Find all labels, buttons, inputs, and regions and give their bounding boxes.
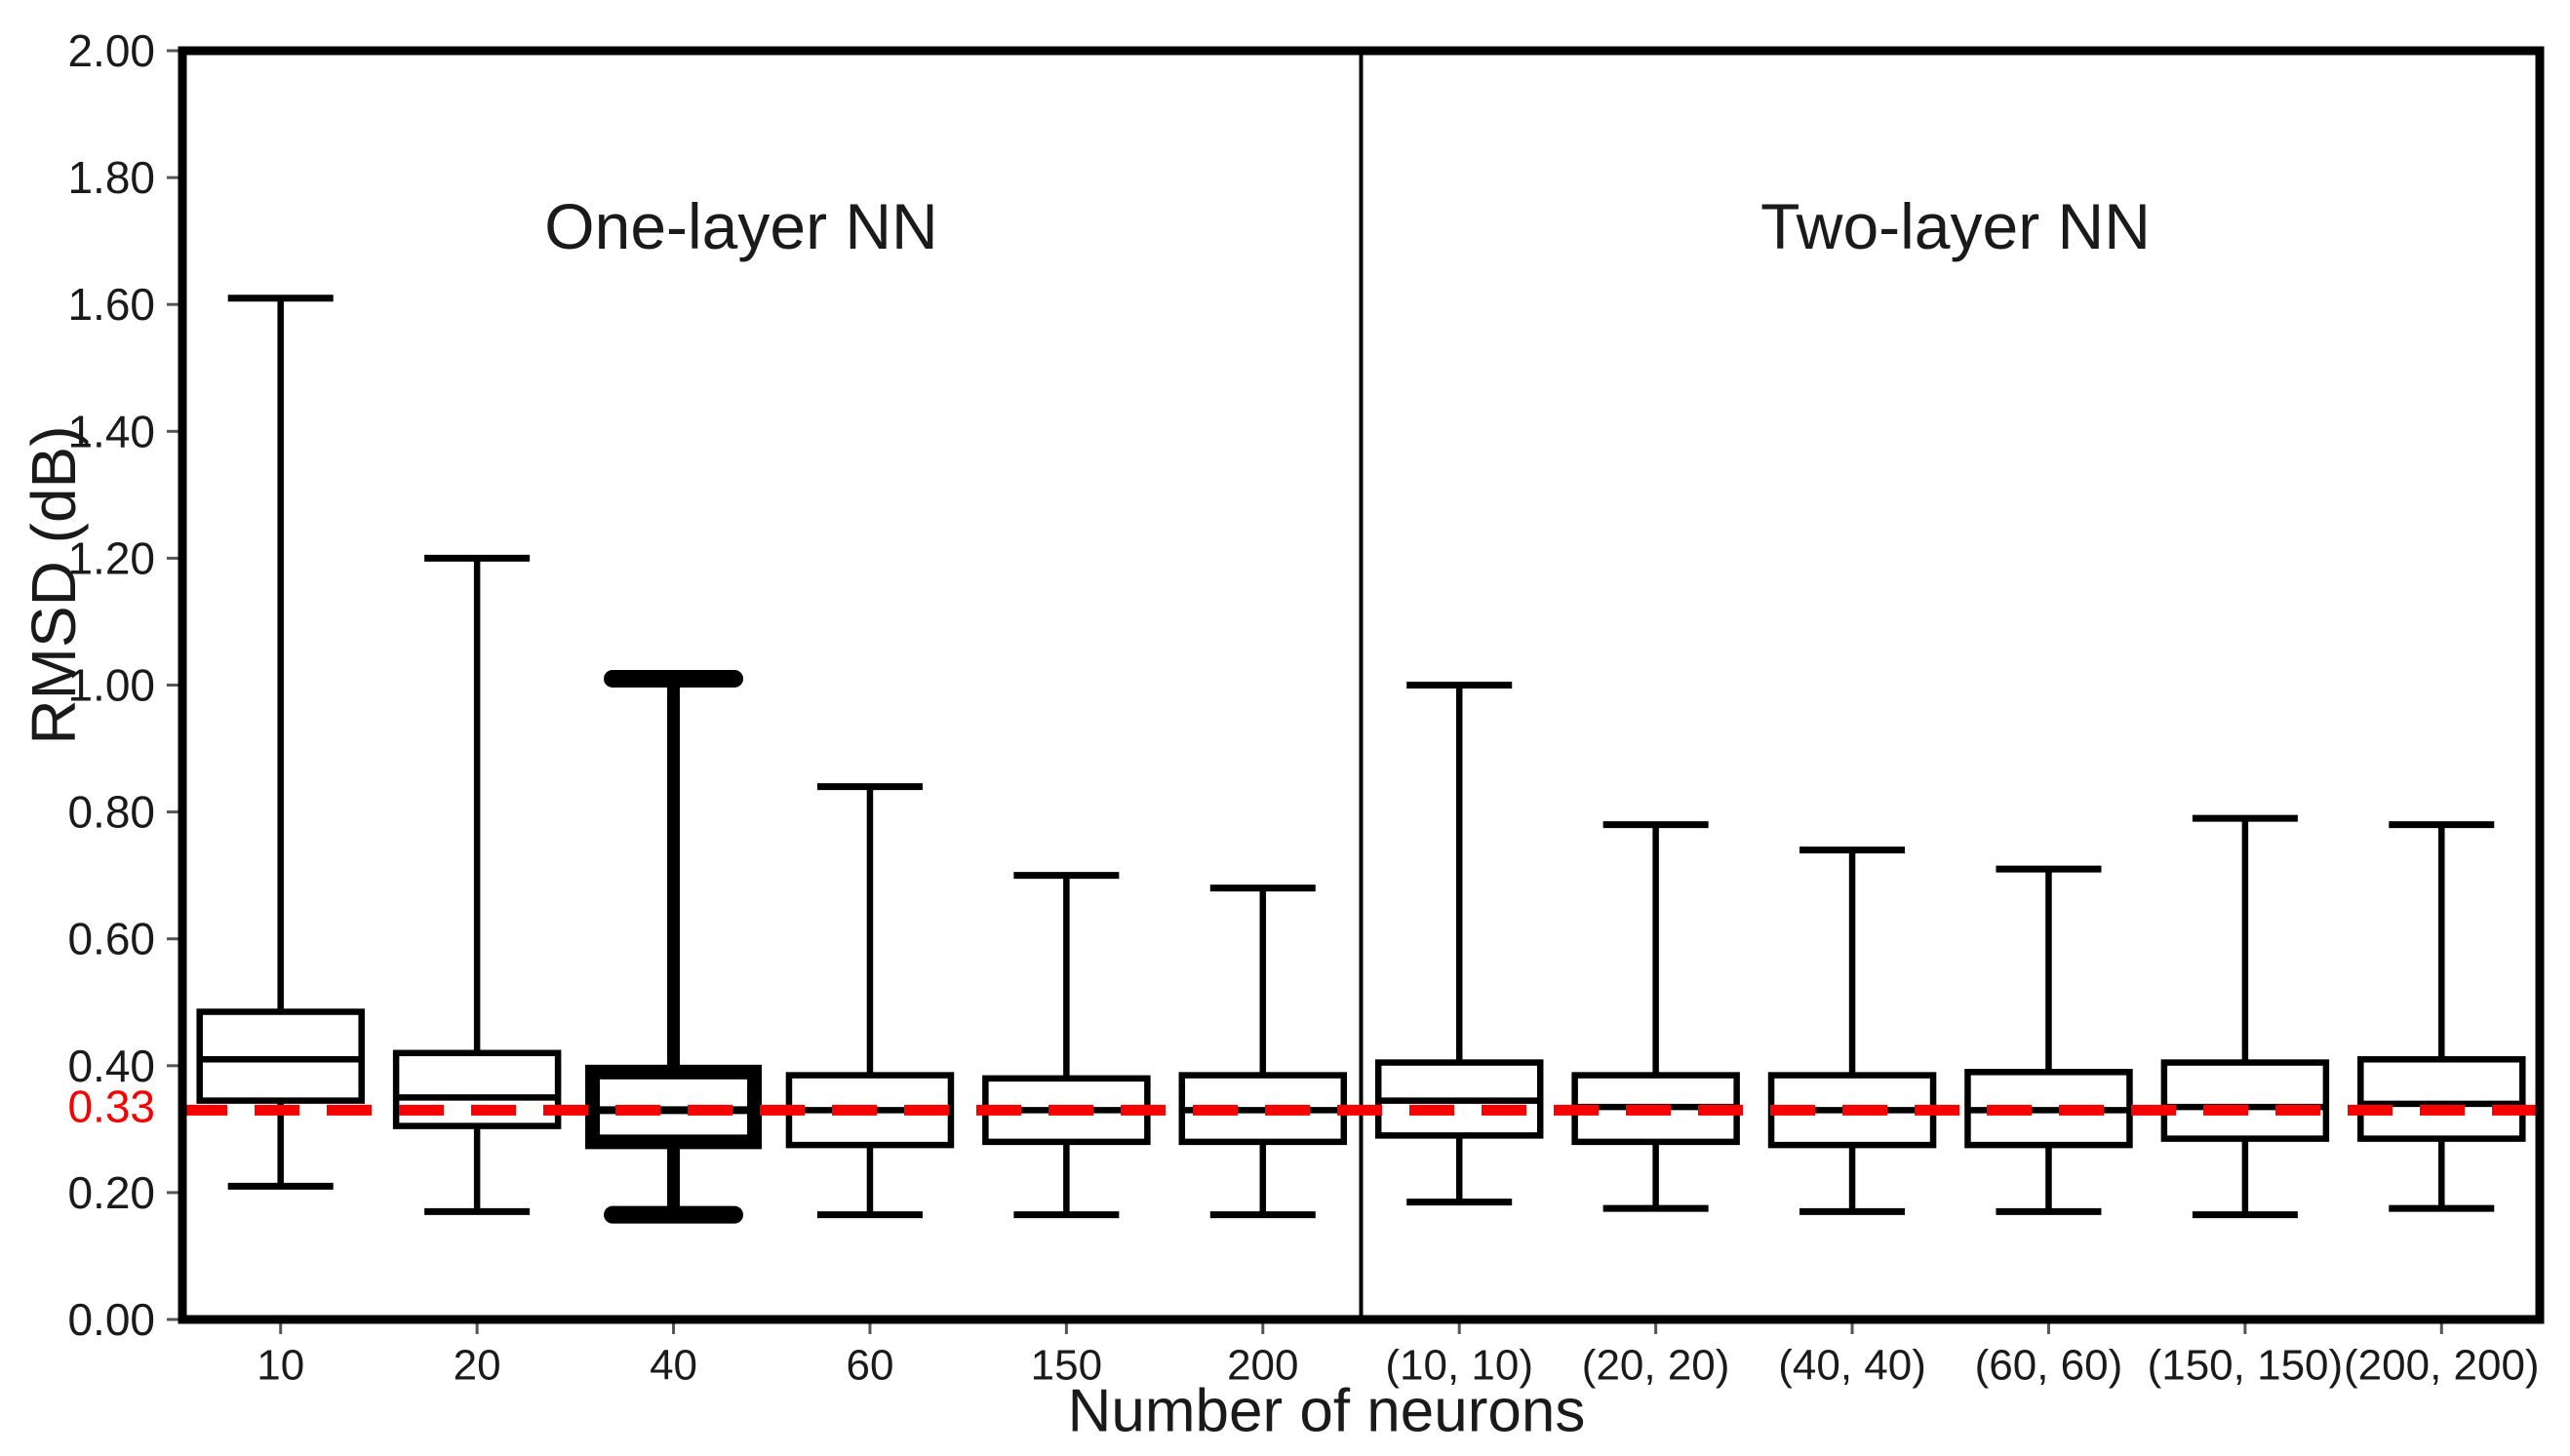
x-tick-label: 200 bbox=[1227, 1342, 1298, 1390]
boxplot--20-20- bbox=[1571, 821, 1740, 1212]
iqr-box bbox=[196, 1008, 365, 1104]
iqr-box bbox=[2160, 1059, 2330, 1142]
panel-title-two-layer: Two-layer NN bbox=[1760, 190, 2151, 262]
boxplot--10-10- bbox=[1374, 682, 1544, 1206]
y-tick-label: 2.00 bbox=[67, 25, 155, 76]
plot-frame bbox=[178, 46, 2545, 1324]
boxplot-10 bbox=[196, 295, 365, 1190]
y-tick-label: 1.40 bbox=[67, 406, 155, 456]
x-axis-title: Number of neurons bbox=[1067, 1377, 1586, 1445]
x-tick-label: (60, 60) bbox=[1975, 1342, 2123, 1390]
x-tick-label: (20, 20) bbox=[1582, 1342, 1730, 1390]
x-tick-label: 20 bbox=[454, 1342, 501, 1390]
x-tick-label: (10, 10) bbox=[1385, 1342, 1533, 1390]
y-tick-label: 1.60 bbox=[67, 279, 155, 330]
y-tick-label: 0.20 bbox=[67, 1167, 155, 1218]
x-tick-label: (200, 200) bbox=[2344, 1342, 2540, 1390]
x-tick-label: 40 bbox=[650, 1342, 697, 1390]
boxplot--200-200- bbox=[2357, 821, 2526, 1212]
y-tick-label: 0.80 bbox=[67, 787, 155, 838]
x-tick-label: 10 bbox=[257, 1342, 304, 1390]
y-tick-label: 1.20 bbox=[67, 532, 155, 583]
x-tick-label: (150, 150) bbox=[2148, 1342, 2344, 1390]
boxplot--40-40- bbox=[1767, 846, 1937, 1215]
y-tick-label: 1.80 bbox=[67, 152, 155, 203]
y-tick-label: 0.40 bbox=[67, 1041, 155, 1091]
iqr-box bbox=[2357, 1056, 2526, 1142]
y-tick-label: 0.60 bbox=[67, 914, 155, 964]
reference-value-label: 0.33 bbox=[67, 1081, 155, 1131]
boxplot-150 bbox=[982, 872, 1151, 1219]
boxplot-60 bbox=[785, 783, 955, 1219]
y-tick-label: 1.00 bbox=[67, 660, 155, 711]
boxplot--60-60- bbox=[1964, 865, 2133, 1215]
boxplot-200 bbox=[1178, 885, 1348, 1219]
x-tick-label: 60 bbox=[846, 1342, 893, 1390]
boxplot--150-150- bbox=[2160, 814, 2330, 1219]
x-tick-label: (40, 40) bbox=[1778, 1342, 1926, 1390]
y-tick-label: 0.00 bbox=[67, 1294, 155, 1345]
panel-title-one-layer: One-layer NN bbox=[544, 190, 938, 262]
boxplot-40 bbox=[585, 669, 763, 1224]
y-axis-title: RMSD (dB) bbox=[19, 425, 89, 745]
x-tick-label: 150 bbox=[1031, 1342, 1102, 1390]
